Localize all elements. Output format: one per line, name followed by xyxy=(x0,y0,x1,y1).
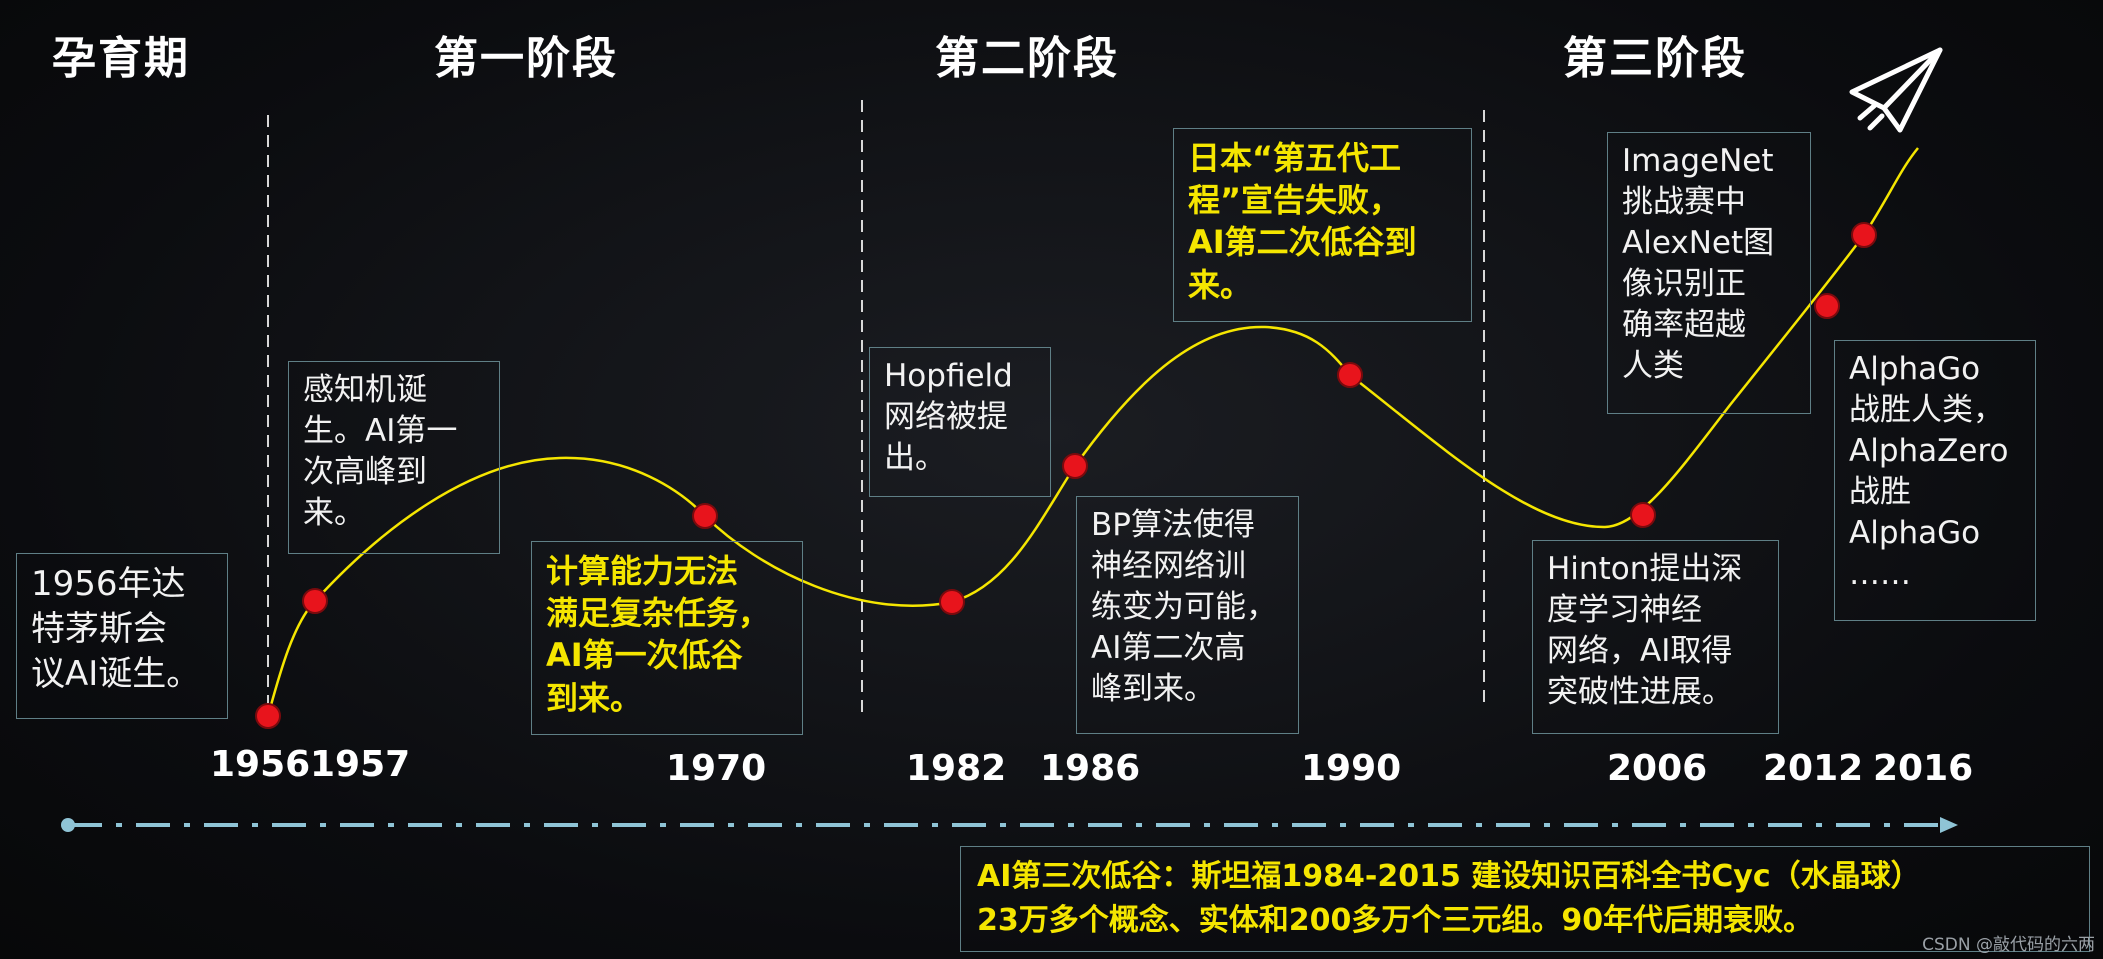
year-2012: 2012 xyxy=(1763,748,1864,789)
event-dots xyxy=(255,222,1877,729)
third-trough-line-2: 23万多个概念、实体和200多万个三元组。90年代后期衰败。 xyxy=(977,902,1814,938)
phase-three: 第三阶段 xyxy=(1563,33,1747,84)
event-box-1986: BP算法使得 神经网络训 练变为可能， AI第二次高 峰到来。 xyxy=(1076,496,1299,734)
event-box-1957: 感知机诞 生。AI第一 次高峰到 来。 xyxy=(288,361,500,554)
development-curve xyxy=(266,147,1919,717)
event-box-2006: Hinton提出深 度学习神经 网络，AI取得 突破性进展。 xyxy=(1532,540,1779,734)
event-box-1956: 1956年达 特茅斯会 议AI诞生。 xyxy=(16,553,228,719)
dot-2016 xyxy=(1851,222,1877,248)
year-2006: 2006 xyxy=(1607,748,1708,789)
year-1957: 1957 xyxy=(310,744,411,785)
phase-incubation: 孕育期 xyxy=(52,33,190,84)
year-1986: 1986 xyxy=(1040,748,1141,789)
phase-two: 第二阶段 xyxy=(935,33,1119,84)
dot-1982 xyxy=(939,589,965,615)
paper-plane-icon xyxy=(1849,47,1943,133)
year-1956: 1956 xyxy=(210,744,311,785)
event-box-1990: 日本“第五代工 程”宣告失败， AI第二次低谷到 来。 xyxy=(1173,128,1472,322)
dot-1970 xyxy=(692,503,718,529)
event-box-2012: ImageNet 挑战赛中 AlexNet图 像识别正 确率超越 人类 xyxy=(1607,132,1811,414)
dot-1956 xyxy=(255,703,281,729)
timeline-axis xyxy=(61,817,1958,833)
third-trough-note: AI第三次低谷：斯坦福1984-2015 建设知识百科全书Cyc（水晶球） 23… xyxy=(960,846,2090,952)
dot-1986 xyxy=(1062,453,1088,479)
phase-one: 第一阶段 xyxy=(434,33,618,84)
dot-2012 xyxy=(1814,293,1840,319)
event-box-1970: 计算能力无法 满足复杂任务， AI第一次低谷 到来。 xyxy=(531,541,803,735)
third-trough-line-1: AI第三次低谷：斯坦福1984-2015 建设知识百科全书Cyc（水晶球） xyxy=(977,859,1921,894)
year-1990: 1990 xyxy=(1301,748,1402,789)
dot-1990 xyxy=(1337,362,1363,388)
dot-2006 xyxy=(1630,502,1656,528)
year-1982: 1982 xyxy=(906,748,1007,789)
watermark: CSDN @敲代码的六两 xyxy=(1922,935,2095,955)
year-1970: 1970 xyxy=(666,748,767,789)
dot-1957 xyxy=(302,588,328,614)
year-2016: 2016 xyxy=(1873,748,1974,789)
event-box-2016: AlphaGo 战胜人类， AlphaZero 战胜 AlphaGo …… xyxy=(1834,340,2036,621)
event-box-1982: Hopfield 网络被提 出。 xyxy=(869,347,1051,497)
